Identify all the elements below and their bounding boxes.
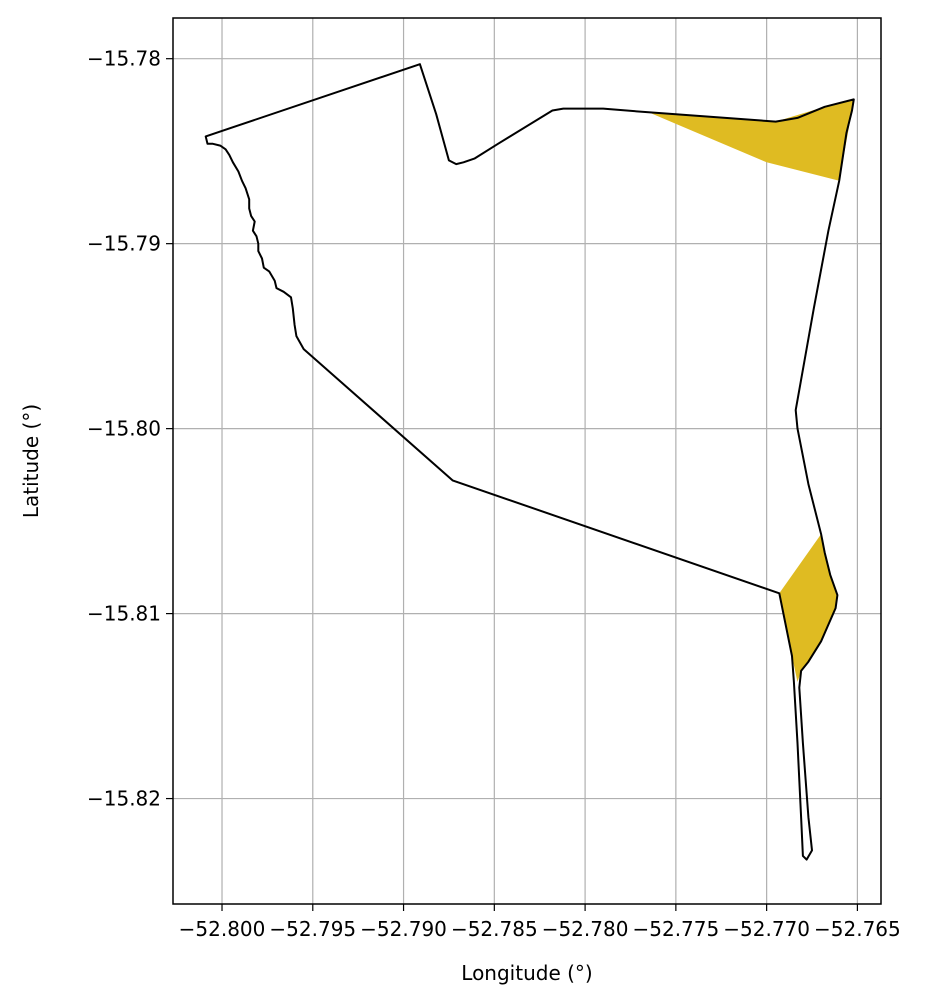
x-tick-label: −52.785	[451, 917, 538, 941]
filled-regions	[648, 99, 854, 682]
y-tick-label: −15.79	[87, 232, 161, 256]
boundary-outline	[204, 63, 855, 861]
plot-frame	[172, 17, 882, 905]
y-tick-label: −15.80	[87, 417, 161, 441]
x-tick-label: −52.780	[542, 917, 629, 941]
y-tick-label: −15.78	[87, 47, 161, 71]
x-tick-label: −52.770	[723, 917, 810, 941]
north-east-patch	[648, 99, 854, 181]
x-tick-label: −52.765	[814, 917, 901, 941]
grid-lines	[173, 18, 881, 904]
axis-ticks: −52.800 −52.795 −52.790 −52.785 −52.780 −52.7…	[87, 47, 901, 941]
x-tick-label: −52.790	[360, 917, 447, 941]
y-tick-label: −15.81	[87, 602, 161, 626]
x-tick-label: −52.800	[179, 917, 266, 941]
x-axis-label: Longitude (°)	[461, 961, 592, 985]
y-tick-label: −15.82	[87, 787, 161, 811]
x-tick-label: −52.775	[632, 917, 719, 941]
south-east-patch	[779, 534, 838, 682]
y-axis-label: Latitude (°)	[19, 404, 43, 518]
boundary-polygon	[204, 63, 855, 861]
x-tick-label: −52.795	[269, 917, 356, 941]
